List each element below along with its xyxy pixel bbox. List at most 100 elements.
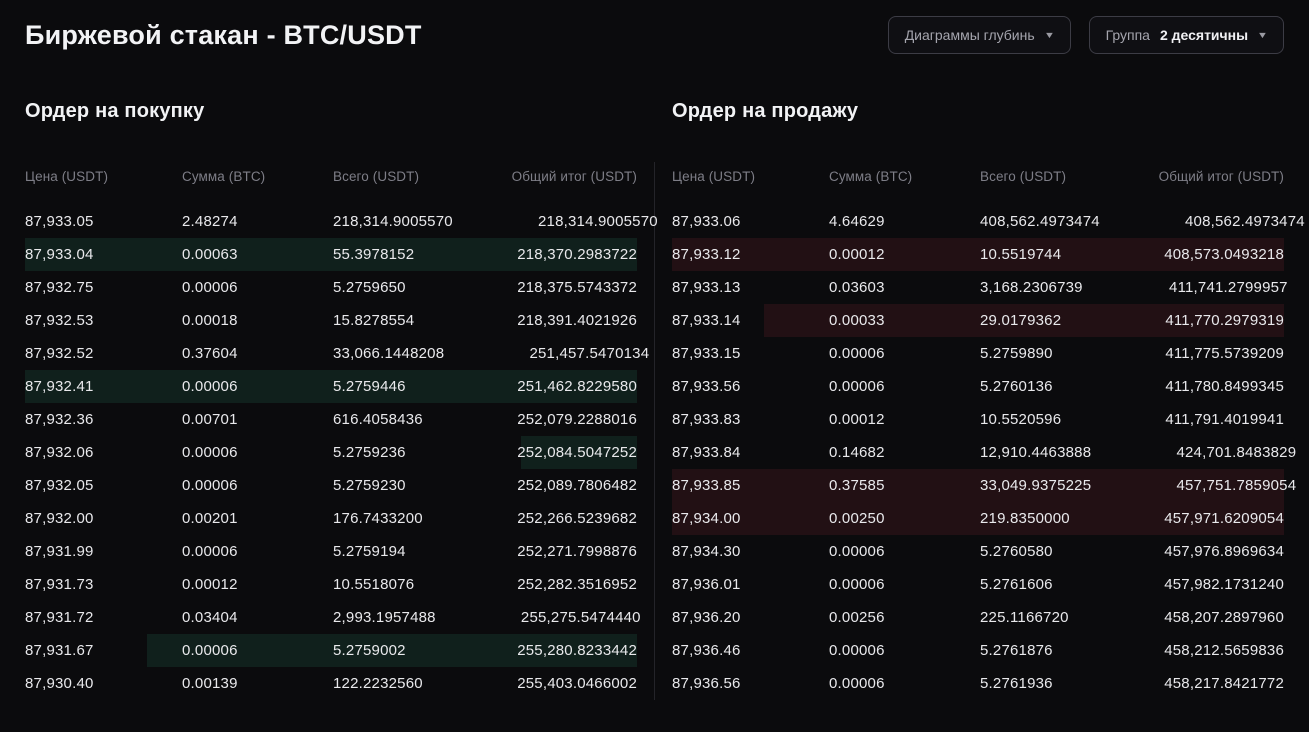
sell-order-row[interactable]: 87,933.06 4.64629 408,562.4973474 408,562.4… bbox=[672, 205, 1305, 238]
sell-sum-cell: 411,780.8499345 bbox=[1165, 378, 1284, 395]
sell-total-cell: 10.5520596 bbox=[980, 411, 1062, 428]
buy-price-cell: 87,933.04 bbox=[25, 246, 94, 263]
buy-price-cell: 87,932.05 bbox=[25, 477, 94, 494]
buy-sum-cell: 255,403.0466002 bbox=[517, 675, 637, 692]
buy-total-cell: 616.4058436 bbox=[333, 411, 423, 428]
sell-amount-cell: 0.00006 bbox=[829, 543, 885, 560]
sell-order-row[interactable]: 87,936.20 0.00256 225.1166720 458,207.28979… bbox=[672, 601, 1284, 634]
buy-order-row[interactable]: 87,930.40 0.00139 122.2232560 255,403.04660… bbox=[25, 667, 637, 700]
sell-order-row[interactable]: 87,936.56 0.00006 5.2761936 458,217.8421772 bbox=[672, 667, 1284, 700]
sell-sum-cell: 424,701.8483829 bbox=[1176, 444, 1297, 461]
buy-order-row[interactable]: 87,932.53 0.00018 15.8278554 218,391.402192… bbox=[25, 304, 637, 337]
sell-total-cell: 33,049.9375225 bbox=[980, 477, 1092, 494]
sell-order-row[interactable]: 87,933.56 0.00006 5.2760136 411,780.8499345 bbox=[672, 370, 1284, 403]
sell-price-cell: 87,936.46 bbox=[672, 642, 741, 659]
buy-price-cell: 87,932.75 bbox=[25, 279, 94, 296]
sell-total-cell: 5.2760580 bbox=[980, 543, 1053, 560]
sell-order-row[interactable]: 87,933.85 0.37585 33,049.9375225 457,751.78… bbox=[672, 469, 1296, 502]
sell-order-row[interactable]: 87,936.46 0.00006 5.2761876 458,212.5659836 bbox=[672, 634, 1284, 667]
buy-order-row[interactable]: 87,932.52 0.37604 33,066.1448208 251,457.54… bbox=[25, 337, 649, 370]
buy-depth-bar bbox=[520, 436, 637, 469]
buy-amount-cell: 0.00006 bbox=[182, 444, 238, 461]
sell-sum-cell: 411,741.2799957 bbox=[1169, 279, 1288, 296]
sell-amount-cell: 0.00006 bbox=[829, 576, 885, 593]
buy-sum-cell: 251,457.5470134 bbox=[529, 345, 650, 362]
buy-total-cell: 5.2759446 bbox=[333, 378, 406, 395]
buy-total-cell: 55.3978152 bbox=[333, 246, 415, 263]
column-header-sum: Общий итог (USDT) bbox=[1158, 168, 1284, 184]
buy-sum-cell: 252,079.2288016 bbox=[517, 411, 637, 428]
sell-total-cell: 5.2761606 bbox=[980, 576, 1053, 593]
buy-amount-cell: 0.03404 bbox=[182, 609, 238, 626]
sell-amount-cell: 0.00006 bbox=[829, 345, 885, 362]
buy-amount-cell: 0.00201 bbox=[182, 510, 238, 527]
sell-sum-cell: 457,976.8969634 bbox=[1164, 543, 1284, 560]
buy-total-cell: 218,314.9005570 bbox=[333, 213, 453, 230]
buy-order-row[interactable]: 87,933.04 0.00063 55.3978152 218,370.298372… bbox=[25, 238, 637, 271]
buy-order-row[interactable]: 87,932.75 0.00006 5.2759650 218,375.5743372 bbox=[25, 271, 637, 304]
sell-order-row[interactable]: 87,933.15 0.00006 5.2759890 411,775.5739209 bbox=[672, 337, 1284, 370]
sell-order-row[interactable]: 87,933.14 0.00033 29.0179362 411,770.297931… bbox=[672, 304, 1284, 337]
buy-order-row[interactable]: 87,931.72 0.03404 2,993.1957488 255,275.547… bbox=[25, 601, 641, 634]
buy-table-header: Цена (USDT) Сумма (BTC) Всего (USDT) Общ… bbox=[25, 165, 637, 187]
sell-price-cell: 87,934.00 bbox=[672, 510, 741, 527]
buy-amount-cell: 2.48274 bbox=[182, 213, 238, 230]
buy-order-row[interactable]: 87,932.41 0.00006 5.2759446 251,462.8229580 bbox=[25, 370, 637, 403]
sell-price-cell: 87,933.13 bbox=[672, 279, 741, 296]
buy-order-row[interactable]: 87,931.99 0.00006 5.2759194 252,271.7998876 bbox=[25, 535, 637, 568]
column-header-total: Всего (USDT) bbox=[333, 168, 420, 184]
buy-amount-cell: 0.00063 bbox=[182, 246, 238, 263]
topbar: Биржевой стакан - BTC/USDT Диаграммы глу… bbox=[25, 0, 1284, 54]
buy-sum-cell: 251,462.8229580 bbox=[517, 378, 637, 395]
depth-chart-dropdown[interactable]: Диаграммы глубинь ▼ bbox=[887, 16, 1071, 54]
chevron-down-icon: ▼ bbox=[1043, 29, 1055, 40]
sell-order-row[interactable]: 87,934.00 0.00250 219.8350000 457,971.62090… bbox=[672, 502, 1284, 535]
sell-depth-bar bbox=[763, 304, 1284, 337]
buy-amount-cell: 0.00006 bbox=[182, 279, 238, 296]
sell-total-cell: 3,168.2306739 bbox=[980, 279, 1083, 296]
buy-order-row[interactable]: 87,932.05 0.00006 5.2759230 252,089.7806482 bbox=[25, 469, 637, 502]
sell-sum-cell: 411,791.4019941 bbox=[1165, 411, 1284, 428]
sell-order-row[interactable]: 87,933.12 0.00012 10.5519744 408,573.049321… bbox=[672, 238, 1284, 271]
sell-order-row[interactable]: 87,933.84 0.14682 12,910.4463888 424,701.84… bbox=[672, 436, 1296, 469]
buy-price-cell: 87,932.53 bbox=[25, 312, 94, 329]
buy-sum-cell: 218,370.2983722 bbox=[517, 246, 637, 263]
buy-order-row[interactable]: 87,932.00 0.00201 176.7433200 252,266.52396… bbox=[25, 502, 637, 535]
buy-sum-cell: 252,084.5047252 bbox=[517, 444, 637, 461]
sell-order-row[interactable]: 87,934.30 0.00006 5.2760580 457,976.8969634 bbox=[672, 535, 1284, 568]
sell-rows-list: 87,933.06 4.64629 408,562.4973474 408,562.4… bbox=[672, 205, 1305, 700]
column-header-amount: Сумма (BTC) bbox=[182, 168, 266, 184]
buy-order-row[interactable]: 87,931.67 0.00006 5.2759002 255,280.8233442 bbox=[25, 634, 637, 667]
sell-sum-cell: 457,982.1731240 bbox=[1164, 576, 1284, 593]
sell-amount-cell: 0.00006 bbox=[829, 642, 885, 659]
topbar-controls: Диаграммы глубинь ▼ Группа 2 десятичны ▼ bbox=[887, 16, 1284, 54]
group-dropdown[interactable]: Группа 2 десятичны ▼ bbox=[1088, 16, 1284, 54]
sell-amount-cell: 0.37585 bbox=[829, 477, 885, 494]
buy-amount-cell: 0.37604 bbox=[182, 345, 238, 362]
buy-price-cell: 87,931.67 bbox=[25, 642, 94, 659]
column-header-total: Всего (USDT) bbox=[980, 168, 1067, 184]
buy-order-row[interactable]: 87,933.05 2.48274 218,314.9005570 218,314.9… bbox=[25, 205, 658, 238]
buy-price-cell: 87,932.00 bbox=[25, 510, 94, 527]
sell-depth-bar bbox=[672, 238, 1284, 271]
sell-total-cell: 408,562.4973474 bbox=[980, 213, 1100, 230]
buy-order-row[interactable]: 87,932.06 0.00006 5.2759236 252,084.5047252 bbox=[25, 436, 637, 469]
sell-order-row[interactable]: 87,936.01 0.00006 5.2761606 457,982.1731240 bbox=[672, 568, 1284, 601]
buy-order-row[interactable]: 87,932.36 0.00701 616.4058436 252,079.22880… bbox=[25, 403, 637, 436]
page-title: Биржевой стакан - BTC/USDT bbox=[25, 19, 422, 50]
orderbook-content: Ордер на покупку Цена (USDT) Сумма (BTC)… bbox=[25, 100, 1305, 700]
buy-sum-cell: 252,282.3516952 bbox=[517, 576, 637, 593]
sell-order-row[interactable]: 87,933.83 0.00012 10.5520596 411,791.401994… bbox=[672, 403, 1284, 436]
sell-order-row[interactable]: 87,933.13 0.03603 3,168.2306739 411,741.279… bbox=[672, 271, 1288, 304]
sell-sum-cell: 408,573.0493218 bbox=[1164, 246, 1284, 263]
buy-order-row[interactable]: 87,931.73 0.00012 10.5518076 252,282.351695… bbox=[25, 568, 637, 601]
group-dropdown-label: Группа bbox=[1105, 27, 1150, 43]
sell-amount-cell: 0.00250 bbox=[829, 510, 885, 527]
sell-total-cell: 219.8350000 bbox=[980, 510, 1070, 527]
sell-price-cell: 87,933.85 bbox=[672, 477, 741, 494]
buy-orders-panel: Ордер на покупку Цена (USDT) Сумма (BTC)… bbox=[25, 100, 658, 700]
buy-orders-title: Ордер на покупку bbox=[25, 100, 205, 122]
buy-amount-cell: 0.00018 bbox=[182, 312, 238, 329]
buy-rows-list: 87,933.05 2.48274 218,314.9005570 218,314.9… bbox=[25, 205, 658, 700]
column-header-price: Цена (USDT) bbox=[672, 168, 756, 184]
